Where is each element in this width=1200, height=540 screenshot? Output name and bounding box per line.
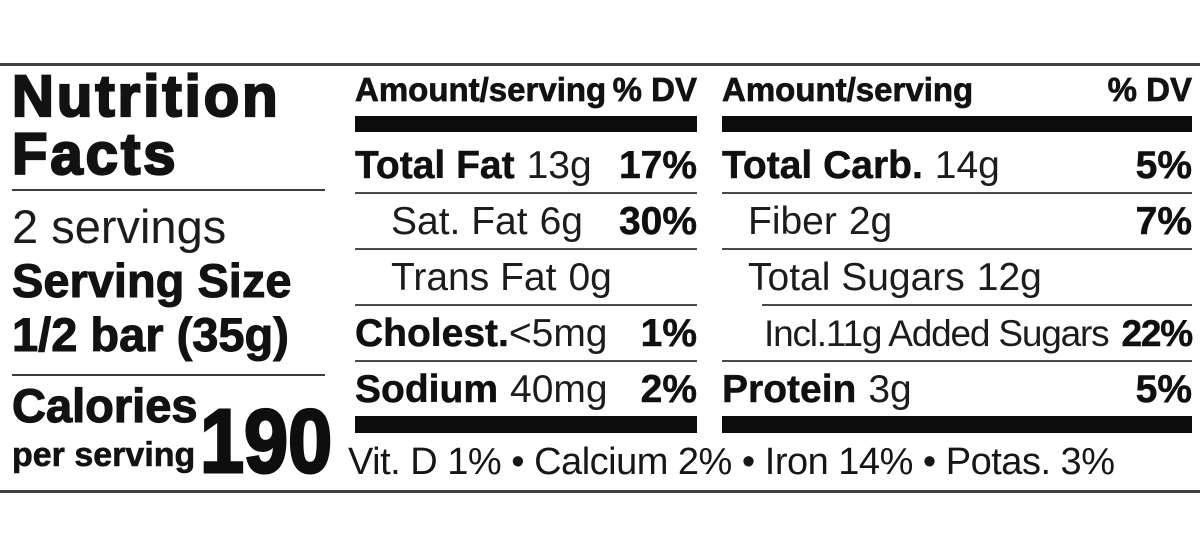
- nutrient-row-sat-fat: Sat. Fat 6g 30%: [355, 196, 697, 248]
- nutrient-name: Cholest.: [355, 312, 509, 356]
- title-divider-rule: [12, 189, 325, 191]
- nutrient-row-cholesterol: Cholest. <5mg 1%: [355, 308, 698, 360]
- row-divider: [355, 304, 697, 306]
- amount-serving-header: Amount/serving: [722, 71, 974, 109]
- servings-count: 2 servings: [12, 200, 227, 253]
- calories-value: 190: [199, 392, 334, 492]
- bottom-border-rule: [0, 490, 1200, 493]
- nutrient-column-carb-protein: Amount/serving % DV Total Carb. 14g 5% F…: [722, 0, 1193, 540]
- footer-separator-bar: [722, 416, 1192, 433]
- nutrient-row-fiber: Fiber 2g 7%: [722, 196, 1192, 248]
- nutrient-amount: <5mg: [508, 312, 608, 355]
- top-border-rule: [0, 63, 1200, 66]
- nutrient-name: Sodium: [355, 368, 499, 412]
- nutrient-row-added-sugars: Incl.11g Added Sugars 22%: [722, 308, 1193, 360]
- nutrient-name: Total Fat: [355, 144, 515, 188]
- row-divider: [722, 248, 1192, 250]
- column-header: Amount/serving % DV: [355, 70, 698, 110]
- nutrient-row-total-carb: Total Carb. 14g 5%: [722, 140, 1193, 192]
- calories-per-serving-label: per serving: [12, 436, 196, 475]
- nutrient-amount: 40mg: [510, 368, 608, 411]
- nutrient-amount: 12g: [976, 256, 1042, 299]
- nutrient-amount: 3g: [868, 368, 912, 411]
- column-header: Amount/serving % DV: [722, 70, 1193, 110]
- nutrient-name: Sat. Fat: [391, 200, 528, 243]
- nutrient-dv: 5%: [1135, 368, 1192, 412]
- row-divider: [722, 192, 1192, 194]
- serving-size-label: Serving Size: [12, 254, 292, 307]
- nutrient-name: Total Carb.: [722, 144, 923, 188]
- nutrient-column-fat-sodium: Amount/serving % DV Total Fat 13g 17% Sa…: [355, 0, 697, 540]
- row-divider: [355, 192, 697, 194]
- percent-dv-header: % DV: [612, 71, 697, 109]
- serving-size-value: 1/2 bar (35g): [12, 308, 290, 361]
- nutrient-amount: 0g: [568, 256, 612, 299]
- label-title-line1: Nutrition: [11, 64, 281, 129]
- nutrient-row-sodium: Sodium 40mg 2%: [355, 364, 698, 416]
- row-divider: [722, 360, 1192, 362]
- nutrient-dv: 17%: [618, 144, 698, 188]
- nutrient-dv: 7%: [1135, 200, 1192, 244]
- nutrient-name: Incl.11g Added Sugars: [764, 313, 1110, 354]
- nutrient-row-trans-fat: Trans Fat 0g: [355, 252, 697, 304]
- row-divider: [355, 360, 697, 362]
- nutrient-amount: 6g: [539, 200, 583, 243]
- nutrient-row-protein: Protein 3g 5%: [722, 364, 1193, 416]
- nutrient-name: Trans Fat: [391, 256, 557, 299]
- nutrient-dv: 22%: [1121, 313, 1193, 355]
- label-title-line2: Facts: [11, 122, 179, 187]
- calories-divider-rule: [12, 374, 325, 376]
- nutrient-row-total-fat: Total Fat 13g 17%: [355, 140, 697, 192]
- row-divider-indented: [762, 304, 1192, 306]
- header-separator-bar: [722, 116, 1192, 132]
- nutrient-dv: 5%: [1135, 144, 1192, 188]
- row-divider: [355, 248, 697, 250]
- nutrient-amount: 2g: [848, 200, 893, 243]
- nutrient-name: Total Sugars: [748, 256, 965, 299]
- nutrient-amount: 13g: [526, 144, 592, 187]
- nutrient-dv: 30%: [618, 200, 698, 244]
- nutrient-row-total-sugars: Total Sugars 12g: [722, 252, 1192, 304]
- nutrient-dv: 2%: [640, 368, 697, 412]
- nutrient-name: Fiber: [748, 200, 837, 243]
- nutrient-dv: 1%: [640, 312, 697, 356]
- header-separator-bar: [355, 116, 697, 132]
- percent-dv-header: % DV: [1107, 71, 1192, 109]
- calories-label: Calories: [11, 379, 198, 432]
- footer-separator-bar: [355, 416, 697, 433]
- nutrient-amount: 14g: [934, 144, 1000, 187]
- micronutrients-footer: Vit. D 1% • Calcium 2% • Iron 14% • Pota…: [348, 441, 1115, 483]
- amount-serving-header: Amount/serving: [355, 71, 607, 109]
- nutrient-name: Protein: [722, 368, 857, 412]
